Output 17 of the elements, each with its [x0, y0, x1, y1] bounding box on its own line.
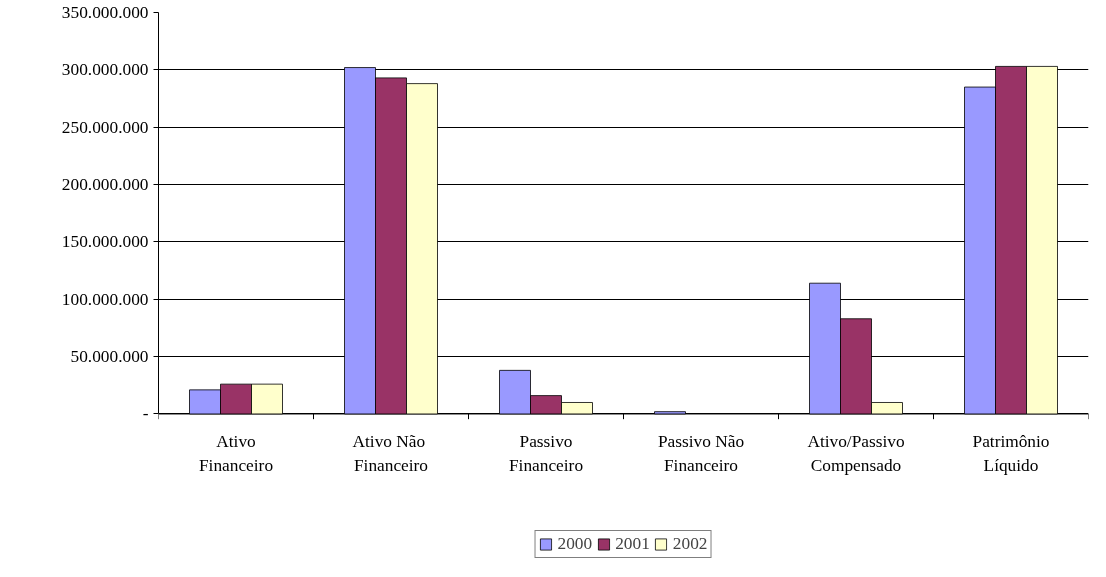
y-tick-label: 100.000.000 — [61, 289, 149, 309]
x-tick-label: Patrimônio Líquido — [972, 432, 1050, 475]
legend-label: 2001 — [615, 534, 650, 554]
y-tick-label: 350.000.000 — [61, 3, 149, 22]
legend-label: 2000 — [557, 534, 593, 554]
y-tick-label: 150.000.000 — [61, 232, 149, 252]
y-tick-label: 200.000.000 — [61, 175, 149, 195]
legend-label: 2002 — [672, 534, 708, 554]
x-tick-label: Passivo Não Financeiro — [657, 432, 745, 475]
y-tick-label: 300.000.000 — [61, 60, 149, 80]
y-tick-label: 50.000.000 — [70, 347, 149, 367]
x-tick-label: Ativo Financeiro — [198, 432, 274, 475]
x-tick-label: Ativo/Passivo Compensado — [807, 432, 905, 475]
y-tick-label: - — [142, 404, 149, 424]
y-tick-label: 250.000.000 — [61, 117, 149, 137]
x-tick-label: Passivo Financeiro — [508, 432, 584, 475]
x-tick-label: Ativo Não Financeiro — [352, 432, 429, 475]
